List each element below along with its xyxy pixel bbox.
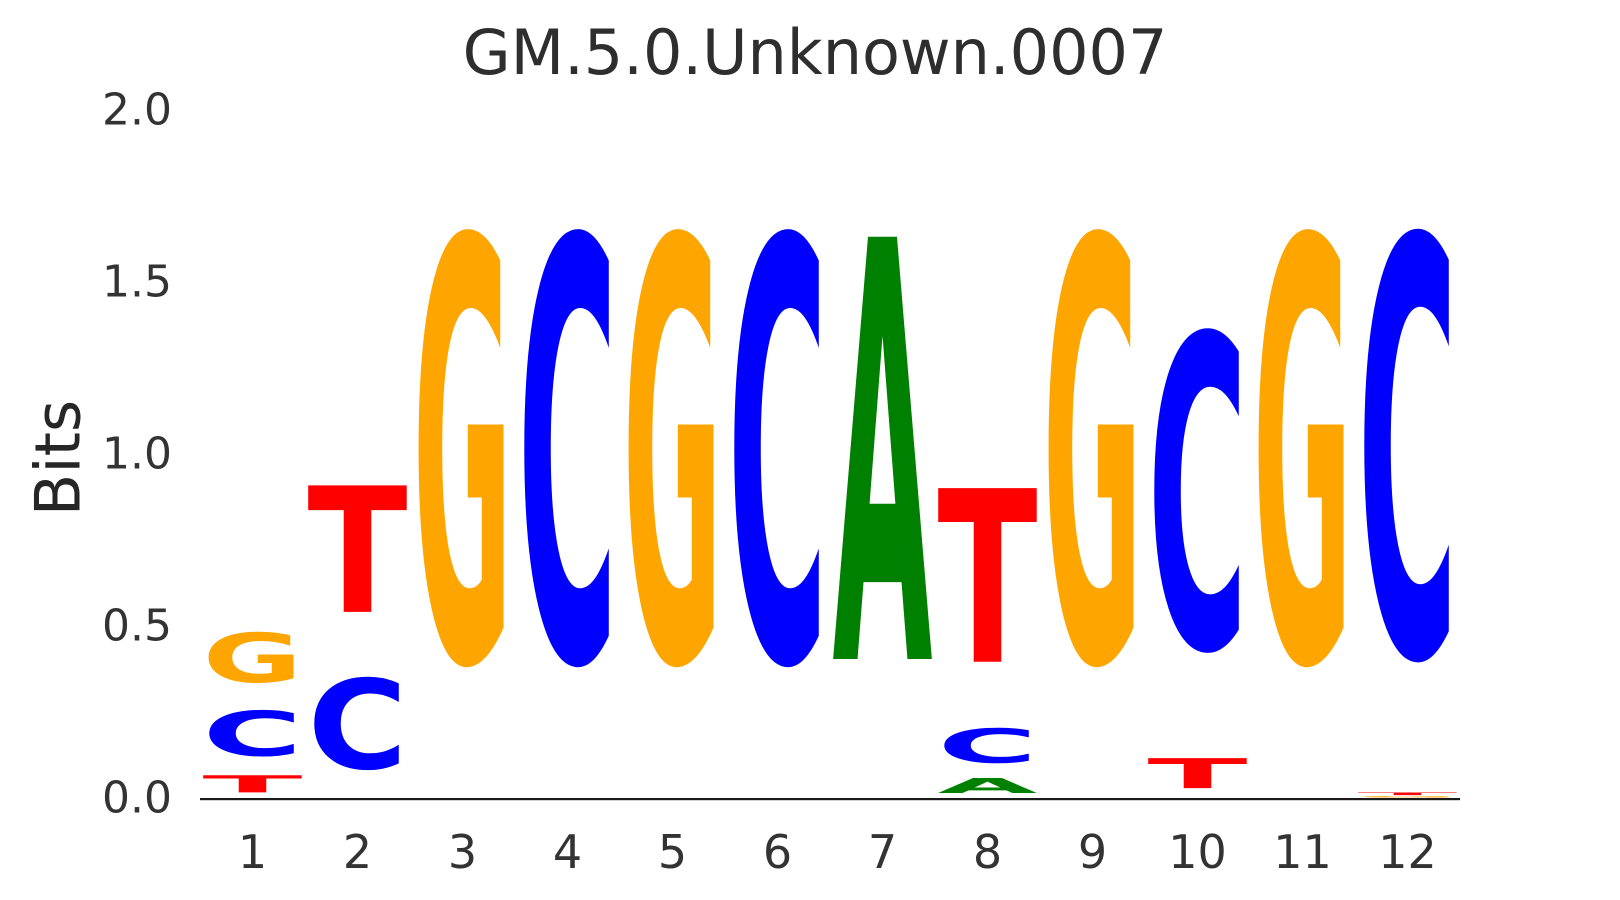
logo-letter-G-pos3: G <box>413 122 513 796</box>
logo-letter-G-pos1: G <box>203 620 303 698</box>
x-tick-label-5: 5 <box>657 825 688 879</box>
x-tick-label-8: 8 <box>972 825 1003 879</box>
logo-letter-G-pos12: G <box>1358 796 1458 798</box>
logo-letter-T-pos1: T <box>203 771 304 798</box>
x-tick-label-2: 2 <box>342 825 373 879</box>
logo-letter-T-pos10: T <box>1148 750 1248 798</box>
logo-letter-T-pos2: T <box>308 451 408 653</box>
logo-letter-T-pos8: T <box>938 440 1038 718</box>
x-tick-label-10: 10 <box>1168 825 1227 879</box>
x-tick-label-12: 12 <box>1378 825 1437 879</box>
logo-letter-A-pos7: A <box>833 121 934 796</box>
x-tick-label-3: 3 <box>447 825 478 879</box>
y-tick-label-0.5: 0.5 <box>102 600 172 652</box>
y-tick-label-1.0: 1.0 <box>102 428 172 480</box>
logo-letter-C-pos2: C <box>308 653 408 797</box>
logo-letter-C-pos6: C <box>728 122 828 797</box>
logo-letter-C-pos12: C <box>1358 123 1458 790</box>
logo-letter-C-pos8: C <box>938 719 1038 774</box>
x-tick-label-11: 11 <box>1273 825 1332 879</box>
x-tick-label-7: 7 <box>867 825 898 879</box>
y-tick-label-1.5: 1.5 <box>102 256 172 308</box>
y-tick-label-2.0: 2.0 <box>102 84 172 136</box>
logo-letter-C-pos4: C <box>518 122 618 797</box>
logo-letter-G-pos5: G <box>623 122 723 796</box>
logo-letter-C-pos10: C <box>1148 249 1248 749</box>
logo-letter-G-pos9: G <box>1043 122 1143 796</box>
logo-letter-A-pos8: A <box>938 774 1039 798</box>
x-tick-label-1: 1 <box>237 825 268 879</box>
x-tick-label-6: 6 <box>762 825 793 879</box>
y-tick-label-0.0: 0.0 <box>102 772 172 824</box>
logo-letter-C-pos1: C <box>203 698 303 770</box>
logo-letter-T-pos12: T <box>1358 792 1458 796</box>
chart-title: GM.5.0.Unknown.0007 <box>462 16 1168 89</box>
x-tick-label-9: 9 <box>1077 825 1108 879</box>
x-axis-line <box>200 798 1460 801</box>
x-tick-label-4: 4 <box>552 825 583 879</box>
logo-letter-G-pos11: G <box>1253 122 1353 796</box>
